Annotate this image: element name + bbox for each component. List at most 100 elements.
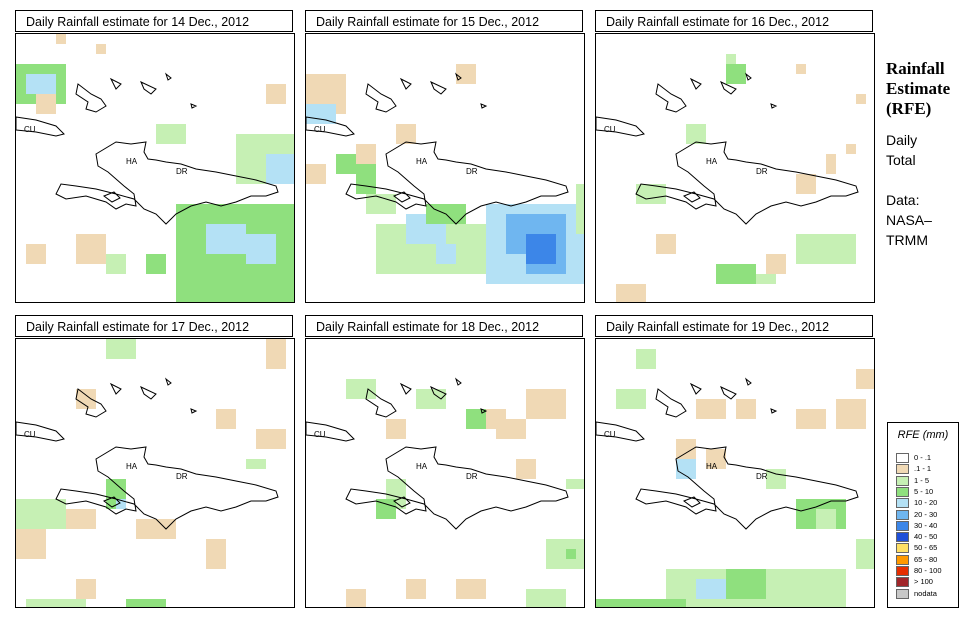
rain-cell	[826, 154, 836, 174]
dominican-republic-label: DR	[756, 472, 768, 481]
rain-cell	[356, 174, 376, 194]
rain-cell	[726, 569, 766, 599]
rain-cell	[16, 499, 66, 529]
haiti-label: HA	[416, 462, 428, 471]
rain-cell	[156, 124, 186, 144]
legend-label: 1 - 5	[914, 475, 930, 485]
panel-title: Daily Rainfall estimate for 14 Dec., 201…	[15, 10, 293, 32]
rain-cells	[346, 379, 584, 607]
rain-cell	[76, 579, 96, 599]
haiti-label: HA	[416, 157, 428, 166]
rain-cell	[66, 509, 96, 529]
data-source-text: Data: NASA– TRMM	[886, 190, 932, 250]
rain-cell	[696, 399, 726, 419]
rainfall-panel-15-dec: Daily Rainfall estimate for 15 Dec., 201…	[305, 10, 585, 303]
legend-swatch	[896, 509, 909, 520]
rain-cell	[796, 174, 816, 194]
coastline	[16, 377, 279, 530]
legend-item: 1 - 5	[896, 475, 958, 487]
rain-cell	[436, 244, 456, 264]
rain-cell	[636, 184, 666, 204]
coastline-path	[306, 72, 569, 225]
coastline	[306, 377, 569, 530]
legend-label: 5 - 10	[914, 486, 934, 496]
cuba-label: CU	[604, 430, 616, 439]
legend-item: nodata	[896, 588, 958, 600]
rain-cell	[676, 459, 696, 479]
legend-item: 65 - 80	[896, 554, 958, 566]
map-svg: CU HA DR	[16, 34, 294, 302]
legend-item: .1 - 1	[896, 463, 958, 475]
rain-cell	[796, 64, 806, 74]
rain-cell	[26, 244, 46, 264]
legend-item: 30 - 40	[896, 520, 958, 532]
legend-title: RFE (mm)	[897, 429, 949, 441]
rainfall-panel-18-dec: Daily Rainfall estimate for 18 Dec., 201…	[305, 315, 585, 608]
legend-swatch	[896, 453, 909, 463]
legend-swatch	[896, 475, 909, 486]
rain-cell	[456, 579, 486, 599]
legend-swatch	[896, 588, 909, 599]
rain-cell	[696, 579, 726, 599]
legend-label: .1 - 1	[914, 464, 932, 474]
dominican-republic-label: DR	[176, 167, 188, 176]
rain-cell	[206, 224, 246, 254]
rain-cell	[616, 284, 646, 302]
rain-cells	[16, 34, 294, 302]
rainfall-map: CU HA DR	[305, 338, 585, 608]
rain-cell	[406, 579, 426, 599]
legend-swatch	[896, 486, 909, 497]
rain-cell	[596, 599, 686, 607]
rain-cell	[836, 399, 866, 429]
rain-cell	[416, 389, 446, 409]
cuba-label: CU	[24, 430, 36, 439]
rain-cell	[126, 599, 166, 607]
cuba-label: CU	[24, 125, 36, 134]
rain-cell	[856, 539, 874, 569]
rain-cell	[266, 339, 286, 369]
legend-swatch	[896, 498, 909, 509]
rain-cell	[726, 54, 736, 64]
period-text: Daily Total	[886, 130, 917, 170]
legend-item: 80 - 100	[896, 565, 958, 577]
coastline	[596, 72, 859, 225]
legend-swatch	[896, 532, 909, 543]
panel-title: Daily Rainfall estimate for 17 Dec., 201…	[15, 315, 293, 337]
rainfall-map: CU HA DR	[15, 33, 295, 303]
rfe-title-line2: Estimate	[886, 79, 951, 98]
rain-cell	[16, 529, 46, 559]
rain-cells	[596, 349, 874, 607]
legend-label: > 100	[914, 577, 933, 587]
cuba-label: CU	[604, 125, 616, 134]
legend-swatch	[896, 566, 909, 576]
legend-swatch	[896, 543, 909, 554]
coastline-path	[596, 377, 859, 530]
rain-cell	[36, 94, 56, 114]
data-source-label: Data:	[886, 192, 920, 208]
rfe-title: Rainfall Estimate (RFE)	[886, 59, 950, 119]
rain-cell	[136, 519, 176, 539]
rain-cell	[706, 449, 726, 469]
legend-label: 30 - 40	[914, 520, 938, 530]
legend-label: 50 - 65	[914, 543, 938, 553]
rain-cell	[346, 589, 366, 607]
dominican-republic-label: DR	[466, 472, 478, 481]
rain-cell	[106, 339, 136, 359]
rain-cell	[766, 254, 786, 274]
rainfall-map: CU HA DR	[595, 33, 875, 303]
rain-cell	[266, 154, 294, 184]
rain-cell	[686, 124, 706, 144]
legend-swatch	[896, 520, 909, 531]
rain-cell	[76, 389, 96, 409]
legend-swatch	[896, 577, 909, 588]
legend-label: 80 - 100	[914, 566, 942, 575]
rainfall-map: CU HA DR	[15, 338, 295, 608]
coastline	[596, 377, 859, 530]
map-svg: CU HA DR	[306, 64, 584, 284]
period-daily: Daily	[886, 132, 918, 148]
map-svg: CU HA DR	[306, 377, 584, 607]
rainfall-map: CU HA DR	[595, 338, 875, 608]
rainfall-panel-14-dec: Daily Rainfall estimate for 14 Dec., 201…	[15, 10, 295, 303]
rain-cells	[616, 54, 866, 302]
